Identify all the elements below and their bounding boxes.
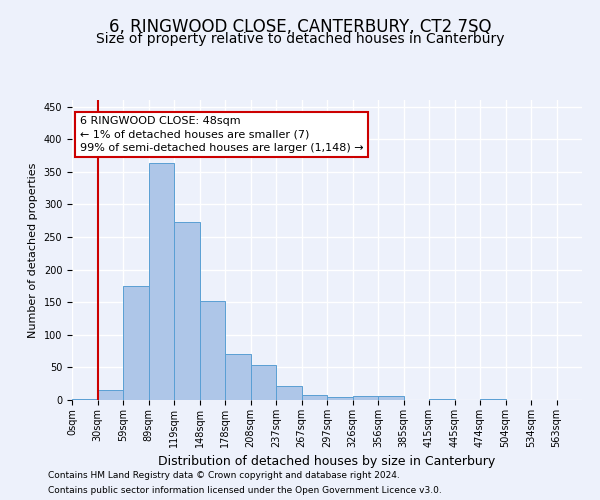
X-axis label: Distribution of detached houses by size in Canterbury: Distribution of detached houses by size …	[158, 456, 496, 468]
Text: 6, RINGWOOD CLOSE, CANTERBURY, CT2 7SQ: 6, RINGWOOD CLOSE, CANTERBURY, CT2 7SQ	[109, 18, 491, 36]
Bar	[97, 390, 123, 400]
Bar	[302, 395, 327, 400]
Y-axis label: Number of detached properties: Number of detached properties	[28, 162, 38, 338]
Bar	[149, 164, 174, 400]
Bar	[251, 365, 276, 400]
Bar	[72, 398, 97, 400]
Bar	[123, 286, 149, 400]
Text: Contains HM Land Registry data © Crown copyright and database right 2024.: Contains HM Land Registry data © Crown c…	[48, 471, 400, 480]
Bar	[327, 396, 353, 400]
Text: Contains public sector information licensed under the Open Government Licence v3: Contains public sector information licen…	[48, 486, 442, 495]
Bar	[225, 354, 251, 400]
Bar	[174, 222, 199, 400]
Bar	[276, 386, 302, 400]
Text: 6 RINGWOOD CLOSE: 48sqm
← 1% of detached houses are smaller (7)
99% of semi-deta: 6 RINGWOOD CLOSE: 48sqm ← 1% of detached…	[80, 116, 363, 152]
Bar	[378, 396, 404, 400]
Bar	[199, 301, 225, 400]
Bar	[353, 396, 378, 400]
Text: Size of property relative to detached houses in Canterbury: Size of property relative to detached ho…	[96, 32, 504, 46]
